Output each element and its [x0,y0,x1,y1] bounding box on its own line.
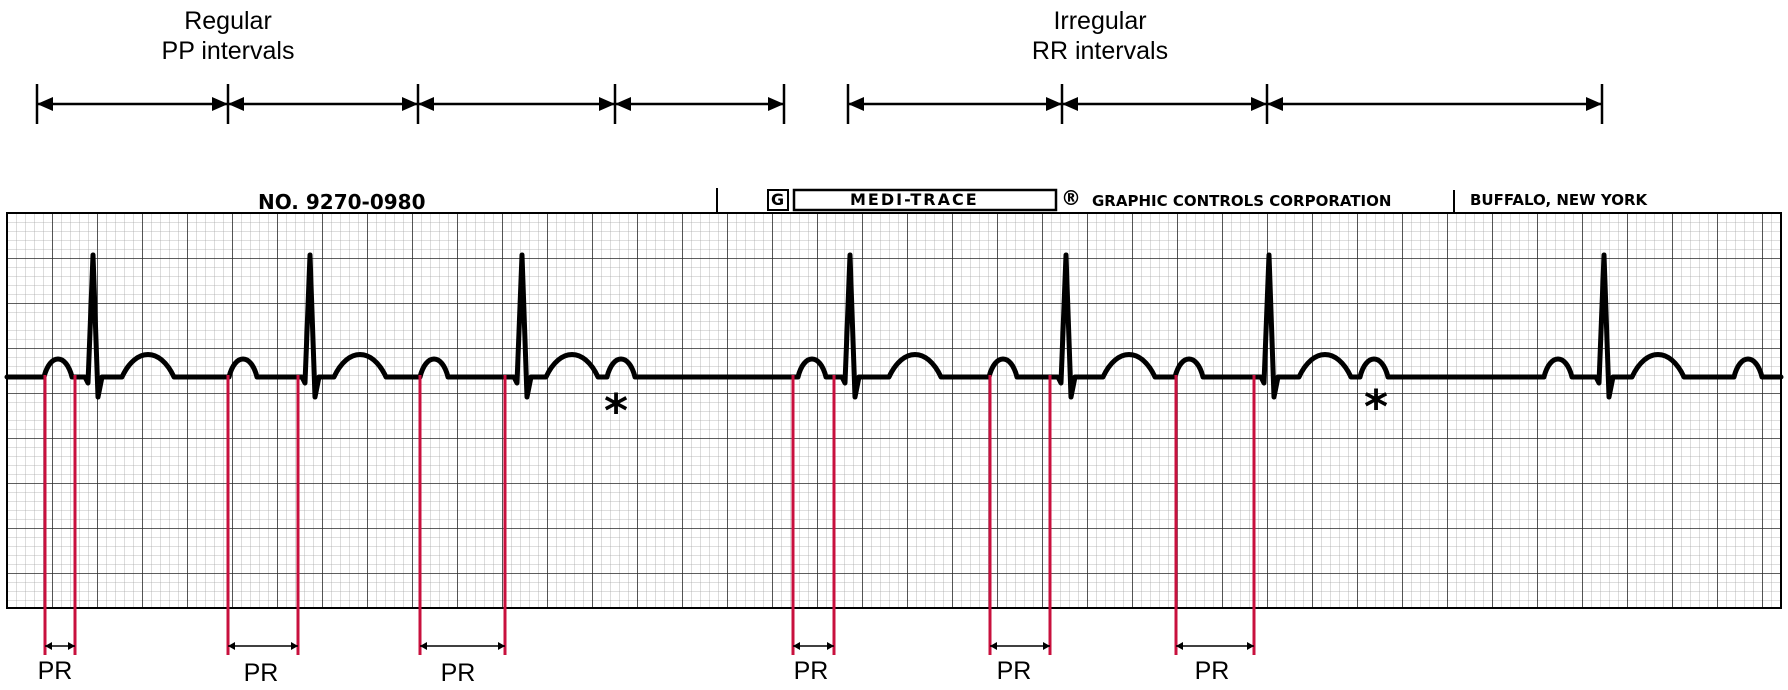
strip-header-rules [716,188,1455,214]
rr-interval-arrows [846,84,1604,124]
ecg-paper-grid [6,212,1782,609]
regular-caption-line1: Regular [184,7,272,35]
pp-interval-arrows [35,84,786,124]
registered-mark: ® [1061,186,1081,210]
pr-label: PR [996,657,1032,685]
logo-letter: G [771,190,785,209]
pr-label: PR [243,659,279,687]
irregular-caption-line2: RR intervals [1031,37,1169,65]
company-location: BUFFALO, NEW YORK [1470,191,1648,209]
ecg-trace [4,252,1784,400]
pr-label: PR [37,657,73,685]
dropped-beat-asterisk-icon: * [1364,380,1389,434]
company-name: GRAPHIC CONTROLS CORPORATION [1092,192,1392,210]
pr-label: PR [793,657,829,685]
strip-serial-number: NO. 9270-0980 [258,190,426,214]
regular-caption-line2: PP intervals [161,37,295,65]
dropped-beat-asterisk-icon: * [604,384,629,438]
regular-pp-caption: Regular PP intervals [128,6,328,66]
pr-label: PR [440,659,476,687]
pr-arrowhead [990,642,1050,650]
irregular-rr-caption: Irregular RR intervals [1000,6,1200,66]
pr-arrowhead [228,642,298,650]
brand-box [792,188,1058,212]
pr-arrowhead [45,642,75,650]
pr-interval-markers [43,375,1256,655]
logo-box [767,189,789,211]
pr-label: PR [1194,657,1230,685]
brand-name: MEDI-TRACE [850,190,979,209]
irregular-caption-line1: Irregular [1053,7,1147,35]
